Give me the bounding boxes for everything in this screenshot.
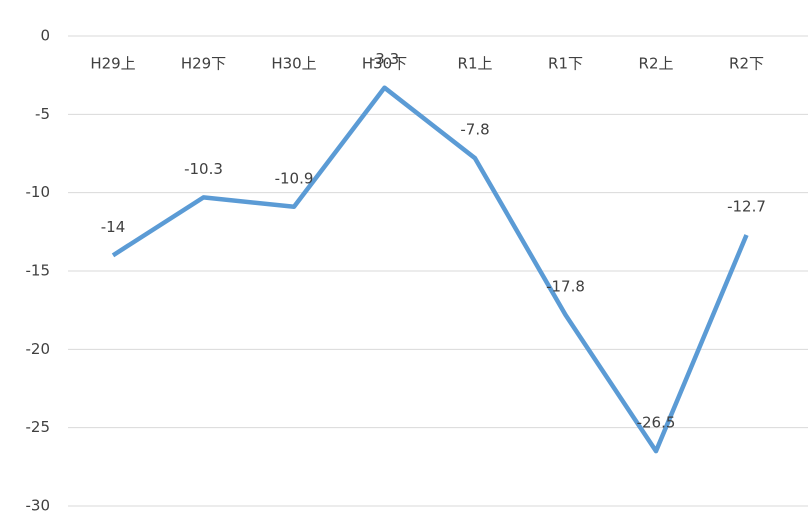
x-tick-label: H29上 bbox=[90, 55, 135, 73]
y-tick-label: -15 bbox=[26, 262, 51, 280]
x-tick-label: R1上 bbox=[458, 55, 493, 73]
data-label: -14 bbox=[101, 218, 126, 236]
data-label: -10.9 bbox=[275, 169, 314, 187]
data-label: -3.3 bbox=[370, 50, 399, 68]
data-label: -26.5 bbox=[637, 414, 676, 432]
data-label: -7.8 bbox=[460, 121, 489, 139]
x-tick-label: R1下 bbox=[548, 55, 583, 73]
data-label: -10.3 bbox=[184, 160, 223, 178]
x-tick-label: R2下 bbox=[729, 55, 764, 73]
y-tick-label: -10 bbox=[26, 183, 51, 201]
data-label: -12.7 bbox=[727, 197, 766, 215]
y-tick-label: -25 bbox=[26, 418, 51, 436]
y-tick-label: -20 bbox=[26, 340, 51, 358]
data-label: -17.8 bbox=[546, 277, 585, 295]
x-tick-label: H29下 bbox=[181, 55, 226, 73]
line-series bbox=[111, 85, 749, 454]
x-tick-label: H30下 bbox=[362, 55, 407, 73]
y-tick-label: -30 bbox=[26, 497, 51, 515]
y-tick-label: -5 bbox=[35, 105, 50, 123]
x-tick-label: H30上 bbox=[271, 55, 316, 73]
x-tick-label: R2上 bbox=[639, 55, 674, 73]
y-tick-label: 0 bbox=[40, 27, 50, 45]
